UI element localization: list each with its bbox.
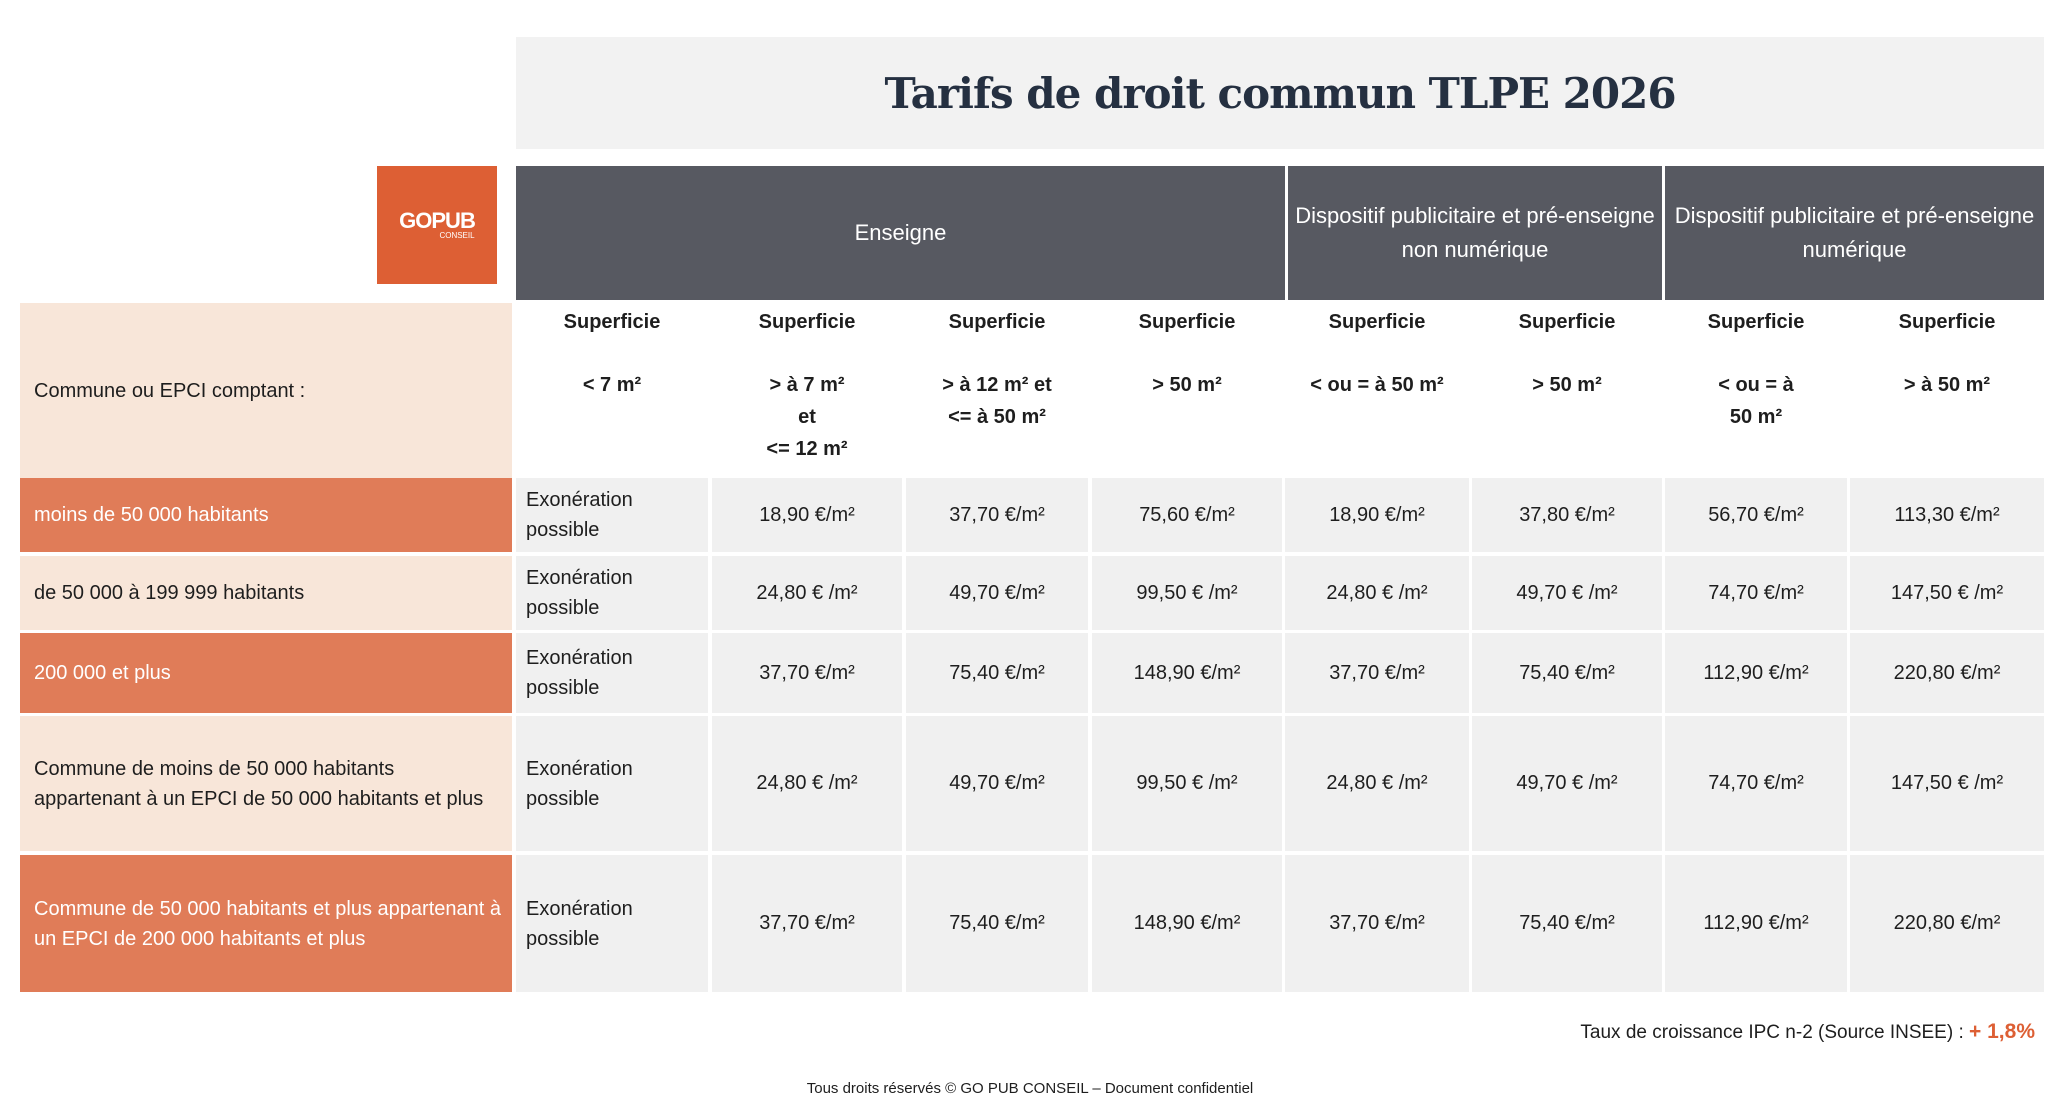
- tariff-cell: 147,50 € /m²: [1850, 556, 2044, 630]
- tariff-cell: 24,80 € /m²: [1285, 716, 1469, 851]
- exoneration-cell: Exonération possible: [516, 478, 708, 552]
- column-header-superficie: Superficie: [1707, 311, 1805, 333]
- tariff-cell: 18,90 €/m²: [712, 478, 902, 552]
- column-header-range: < 7 m²: [582, 374, 642, 396]
- column-header-8: Superficie > à 50 m²: [1850, 303, 2044, 478]
- tariff-cell: 37,70 €/m²: [712, 855, 902, 992]
- column-header-superficie: Superficie: [1328, 311, 1426, 333]
- column-header-range: < ou = à 50 m²: [1718, 374, 1794, 428]
- column-header-superficie: Superficie: [948, 311, 1046, 333]
- tariff-cell: 112,90 €/m²: [1665, 633, 1847, 713]
- tariff-cell: 37,70 €/m²: [712, 633, 902, 713]
- tariff-cell: 148,90 €/m²: [1092, 855, 1282, 992]
- title-band: Tarifs de droit commun TLPE 2026: [516, 37, 2044, 149]
- tariff-cell: 37,70 €/m²: [1285, 855, 1469, 992]
- tariff-cell: 75,40 €/m²: [906, 855, 1088, 992]
- row-label: 200 000 et plus: [20, 633, 512, 713]
- column-header-superficie: Superficie: [1518, 311, 1616, 333]
- column-header-4: Superficie > 50 m²: [1092, 303, 1282, 478]
- tariff-cell: 37,70 €/m²: [1285, 633, 1469, 713]
- tariff-cell: 220,80 €/m²: [1850, 633, 2044, 713]
- tariff-cell: 24,80 € /m²: [1285, 556, 1469, 630]
- header-label-commune: Commune ou EPCI comptant :: [20, 303, 512, 478]
- tariff-cell: 75,40 €/m²: [1472, 855, 1662, 992]
- tariff-cell: 75,40 €/m²: [906, 633, 1088, 713]
- exoneration-cell: Exonération possible: [516, 633, 708, 713]
- tariff-cell: 113,30 €/m²: [1850, 478, 2044, 552]
- tariff-cell: 75,60 €/m²: [1092, 478, 1282, 552]
- column-header-7: Superficie < ou = à 50 m²: [1665, 303, 1847, 478]
- tariff-cell: 75,40 €/m²: [1472, 633, 1662, 713]
- ipc-rate-label: Taux de croissance IPC n-2 (Source INSEE…: [1580, 1022, 1964, 1043]
- exoneration-cell: Exonération possible: [516, 556, 708, 630]
- column-header-3: Superficie > à 12 m² et <= à 50 m²: [906, 303, 1088, 478]
- column-header-range: > à 50 m²: [1903, 374, 1991, 396]
- column-header-2: Superficie > à 7 m² et <= 12 m²: [712, 303, 902, 478]
- logo-sub-text: CONSEIL: [439, 231, 475, 240]
- logo-main-text: GOPUB: [399, 208, 476, 233]
- group-header-numerique: Dispositif publicitaire et pré-enseigne …: [1665, 166, 2044, 300]
- tariff-cell: 24,80 € /m²: [712, 716, 902, 851]
- tariff-cell: 49,70 € /m²: [1472, 716, 1662, 851]
- column-header-6: Superficie > 50 m²: [1472, 303, 1662, 478]
- row-label: moins de 50 000 habitants: [20, 478, 512, 552]
- tariff-cell: 147,50 € /m²: [1850, 716, 2044, 851]
- tariff-cell: 74,70 €/m²: [1665, 716, 1847, 851]
- tariff-cell: 49,70 €/m²: [906, 716, 1088, 851]
- column-header-superficie: Superficie: [563, 311, 661, 333]
- group-header-non-numerique: Dispositif publicitaire et pré-enseigne …: [1288, 166, 1662, 300]
- row-label: Commune de moins de 50 000 habitants app…: [20, 716, 512, 851]
- group-header-enseigne: Enseigne: [516, 166, 1285, 300]
- column-header-range: > 50 m²: [1152, 374, 1222, 396]
- column-header-1: Superficie < 7 m²: [516, 303, 708, 478]
- tariff-cell: 74,70 €/m²: [1665, 556, 1847, 630]
- tariff-cell: 37,70 €/m²: [906, 478, 1088, 552]
- exoneration-cell: Exonération possible: [516, 855, 708, 992]
- column-header-superficie: Superficie: [1898, 311, 1996, 333]
- column-header-superficie: Superficie: [758, 311, 856, 333]
- tariff-cell: 24,80 € /m²: [712, 556, 902, 630]
- ipc-rate-value: + 1,8%: [1969, 1020, 2035, 1043]
- tariff-cell: 148,90 €/m²: [1092, 633, 1282, 713]
- tariff-cell: 99,50 € /m²: [1092, 556, 1282, 630]
- gopub-logo: GOPUB CONSEIL: [377, 166, 497, 284]
- tariff-cell: 49,70 €/m²: [906, 556, 1088, 630]
- column-header-range: < ou = à 50 m²: [1310, 374, 1444, 396]
- tariff-cell: 112,90 €/m²: [1665, 855, 1847, 992]
- copyright-notice: Tous droits réservés © GO PUB CONSEIL – …: [806, 1080, 1254, 1097]
- tariff-cell: 37,80 €/m²: [1472, 478, 1662, 552]
- exoneration-cell: Exonération possible: [516, 716, 708, 851]
- tariff-cell: 99,50 € /m²: [1092, 716, 1282, 851]
- tariff-cell: 18,90 €/m²: [1285, 478, 1469, 552]
- tariff-cell: 49,70 € /m²: [1472, 556, 1662, 630]
- column-header-5: Superficie < ou = à 50 m²: [1285, 303, 1469, 478]
- column-header-range: > à 7 m² et <= 12 m²: [766, 374, 848, 460]
- page-title: Tarifs de droit commun TLPE 2026: [884, 68, 1676, 118]
- ipc-rate: Taux de croissance IPC n-2 (Source INSEE…: [1580, 1020, 2035, 1044]
- tariff-cell: 220,80 €/m²: [1850, 855, 2044, 992]
- tariff-cell: 56,70 €/m²: [1665, 478, 1847, 552]
- row-label: Commune de 50 000 habitants et plus appa…: [20, 855, 512, 992]
- row-label: de 50 000 à 199 999 habitants: [20, 556, 512, 630]
- column-header-range: > 50 m²: [1532, 374, 1602, 396]
- column-header-superficie: Superficie: [1138, 311, 1236, 333]
- column-header-range: > à 12 m² et <= à 50 m²: [942, 374, 1052, 428]
